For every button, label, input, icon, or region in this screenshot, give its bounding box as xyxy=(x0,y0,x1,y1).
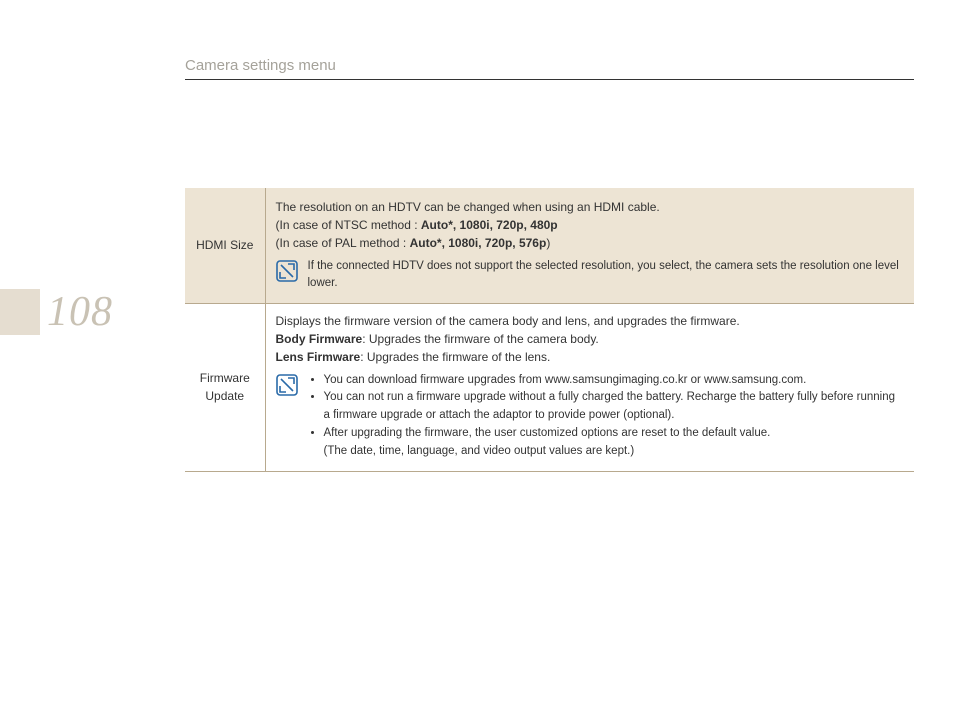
list-item: You can not run a firmware upgrade witho… xyxy=(324,389,905,425)
row-label-firmware: Firmware Update xyxy=(185,303,265,471)
note-icon xyxy=(276,260,298,282)
hdmi-intro: The resolution on an HDTV can be changed… xyxy=(276,198,905,216)
list-item: After upgrading the firmware, the user c… xyxy=(324,425,905,461)
body-fw-line: Body Firmware: Upgrades the firmware of … xyxy=(276,330,905,348)
hdmi-note-row: If the connected HDTV does not support t… xyxy=(276,258,905,293)
settings-table: HDMI Size The resolution on an HDTV can … xyxy=(185,188,914,472)
pal-bold: Auto*, 1080i, 720p, 576p xyxy=(410,236,547,250)
page-number-tab xyxy=(0,289,40,335)
hdmi-pal-line: (In case of PAL method : Auto*, 1080i, 7… xyxy=(276,234,905,252)
bullet-3-subnote: (The date, time, language, and video out… xyxy=(324,445,635,457)
row-label-hdmi: HDMI Size xyxy=(185,188,265,303)
row-content-firmware: Displays the firmware version of the cam… xyxy=(265,303,914,471)
list-item: You can download firmware upgrades from … xyxy=(324,372,905,390)
ntsc-prefix: (In case of NTSC method : xyxy=(276,218,421,232)
page-number: 108 xyxy=(47,288,113,336)
pal-prefix: (In case of PAL method : xyxy=(276,236,410,250)
table-row: HDMI Size The resolution on an HDTV can … xyxy=(185,188,914,303)
fw-note-row: You can download firmware upgrades from … xyxy=(276,372,905,461)
body-fw-desc: : Upgrades the firmware of the camera bo… xyxy=(362,332,599,346)
lens-fw-desc: : Upgrades the firmware of the lens. xyxy=(360,350,550,364)
bullet-3-text: After upgrading the firmware, the user c… xyxy=(324,427,771,439)
header-rule xyxy=(185,79,914,80)
ntsc-bold: Auto*, 1080i, 720p, 480p xyxy=(421,218,558,232)
fw-intro: Displays the firmware version of the cam… xyxy=(276,312,905,330)
note-icon xyxy=(276,374,298,396)
hdmi-ntsc-line: (In case of NTSC method : Auto*, 1080i, … xyxy=(276,216,905,234)
row-content-hdmi: The resolution on an HDTV can be changed… xyxy=(265,188,914,303)
fw-note-block: You can download firmware upgrades from … xyxy=(308,372,905,461)
lens-fw-line: Lens Firmware: Upgrades the firmware of … xyxy=(276,348,905,366)
fw-bullets: You can download firmware upgrades from … xyxy=(324,372,905,461)
pal-suffix: ) xyxy=(546,236,550,250)
body-fw-label: Body Firmware xyxy=(276,332,363,346)
page-header-title: Camera settings menu xyxy=(185,57,336,74)
table-row: Firmware Update Displays the firmware ve… xyxy=(185,303,914,471)
lens-fw-label: Lens Firmware xyxy=(276,350,361,364)
hdmi-note-text: If the connected HDTV does not support t… xyxy=(308,258,905,293)
